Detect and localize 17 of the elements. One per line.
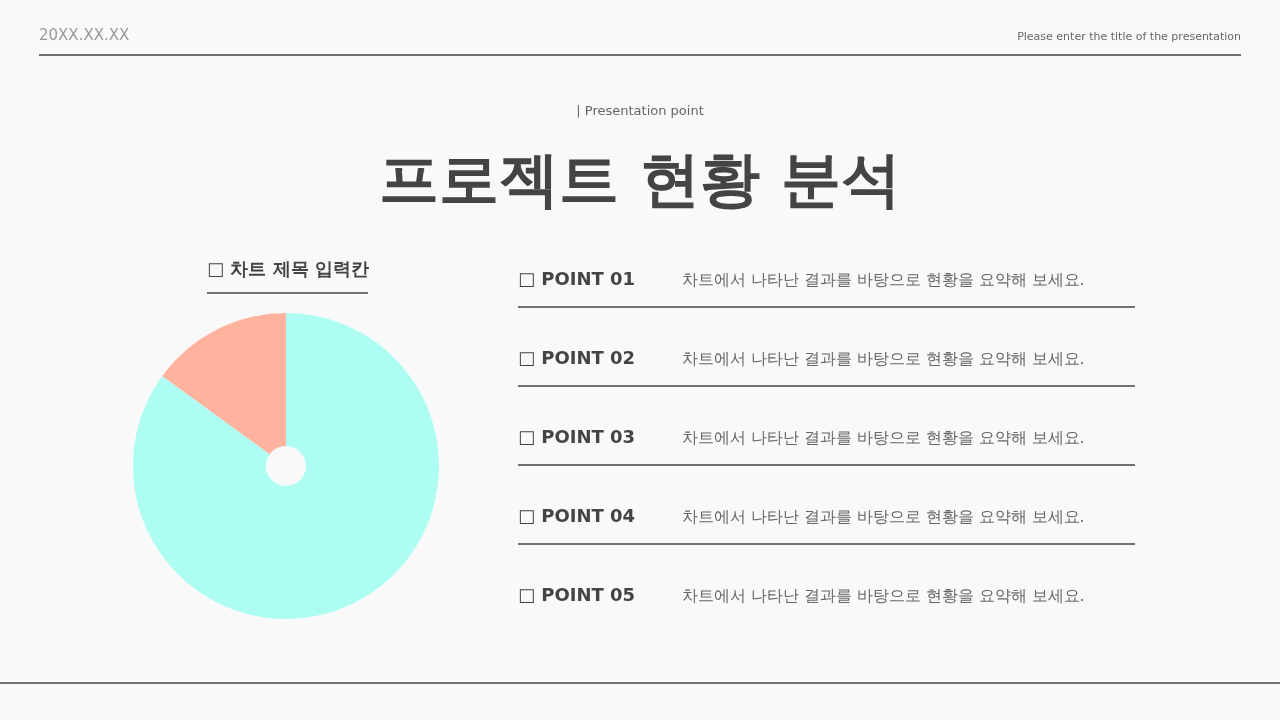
text: □ POINT 02 <box>518 347 636 368</box>
text: □ POINT 05 <box>518 584 636 605</box>
text: 차트에서 나타난 결과를 바탕으로 현황을 요약해 보세요. <box>682 587 1085 605</box>
donut-slice <box>133 313 439 619</box>
text: 차트에서 나타난 결과를 바탕으로 현황을 요약해 보세요. <box>682 271 1085 289</box>
text: 차트에서 나타난 결과를 바탕으로 현황을 요약해 보세요. <box>682 350 1085 368</box>
text: □ POINT 04 <box>518 505 636 526</box>
text: Please enter the title of the presentation <box>1017 30 1242 43</box>
donut-slice <box>162 313 286 455</box>
text: | Presentation point <box>576 103 704 118</box>
text: 프로젝트 현황 분석 <box>379 144 901 214</box>
text: 차트에서 나타난 결과를 바탕으로 현황을 요약해 보세요. <box>682 508 1085 526</box>
text: □ 차트 제목 입력칸 <box>207 258 369 279</box>
text: □ POINT 01 <box>518 268 636 289</box>
text: 20XX.XX.XX <box>39 26 130 44</box>
text: 차트에서 나타난 결과를 바탕으로 현황을 요약해 보세요. <box>682 429 1085 447</box>
text: □ POINT 03 <box>518 426 636 447</box>
